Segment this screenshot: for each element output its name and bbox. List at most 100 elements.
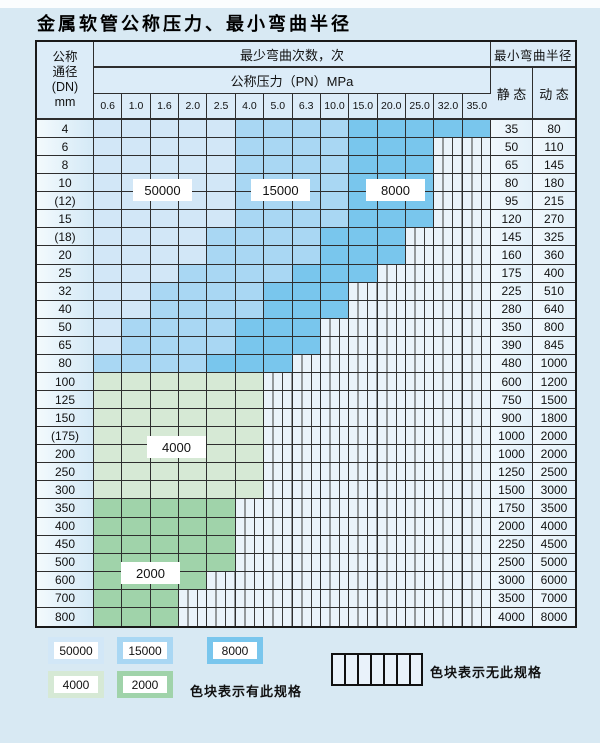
- no-spec-cell: [405, 589, 435, 608]
- no-spec-cell: [264, 391, 293, 410]
- no-spec-cell: [207, 607, 236, 626]
- dn-label: 125: [37, 391, 94, 410]
- no-spec-cell: [207, 589, 236, 608]
- no-spec-cell: [349, 607, 378, 626]
- pressure-tick: 2.0: [179, 94, 208, 120]
- top-strip: [0, 0, 600, 8]
- no-spec-cell: [462, 463, 491, 482]
- dynamic-radius-value: 1000: [533, 354, 575, 373]
- no-spec-cell: [462, 409, 491, 428]
- spec-cell: [179, 535, 208, 554]
- no-spec-cell: [462, 246, 491, 265]
- spec-cell: [179, 210, 208, 229]
- no-spec-cell: [434, 427, 463, 446]
- dn-label: 32: [37, 282, 94, 301]
- spec-cell: [179, 354, 208, 373]
- no-spec-cell: [349, 282, 378, 301]
- spec-cell: [122, 589, 151, 608]
- dynamic-radius-value: 4000: [533, 517, 575, 536]
- no-spec-cell: [405, 354, 435, 373]
- no-spec-cell: [235, 571, 265, 590]
- static-radius-value: 120: [491, 210, 533, 229]
- no-spec-cell: [462, 174, 491, 193]
- static-radius-value: 4000: [491, 607, 533, 626]
- spec-cell: [94, 553, 123, 572]
- spec-cell: [207, 228, 236, 247]
- no-spec-cell: [462, 372, 491, 392]
- dn-label: 300: [37, 481, 94, 500]
- pressure-tick: 1.0: [122, 94, 151, 120]
- no-spec-cell: [434, 282, 463, 301]
- spec-cell: [179, 300, 208, 319]
- spec-cell: [207, 481, 236, 500]
- no-spec-cell: [377, 391, 406, 410]
- spec-cell: [179, 228, 208, 247]
- spec-cell: [150, 300, 180, 319]
- spec-cell: [320, 138, 350, 157]
- no-spec-cell: [235, 499, 265, 518]
- spec-cell: [94, 354, 123, 373]
- spec-cell: [377, 138, 406, 157]
- spec-cell: [150, 409, 180, 428]
- dn-label: (12): [37, 192, 94, 211]
- legend-chip-label: 4000: [54, 676, 98, 693]
- spec-cell: [320, 300, 350, 319]
- spec-cell: [235, 354, 265, 373]
- spec-cell: [235, 228, 265, 247]
- spec-cell: [150, 463, 180, 482]
- no-spec-cell: [264, 571, 293, 590]
- spec-cell: [122, 336, 151, 355]
- spec-cell: [122, 246, 151, 265]
- legend-chip-label: 50000: [54, 642, 98, 659]
- spec-cell: [94, 210, 123, 229]
- spec-cell: [207, 372, 236, 392]
- spec-cell: [377, 246, 406, 265]
- dn-label: 15: [37, 210, 94, 229]
- pressure-tick: 5.0: [264, 94, 293, 120]
- no-spec-cell: [264, 463, 293, 482]
- no-spec-cell: [462, 354, 491, 373]
- dn-label: 6: [37, 138, 94, 157]
- spec-cell: [207, 463, 236, 482]
- no-spec-cell: [320, 463, 350, 482]
- spec-cell: [122, 607, 151, 626]
- no-spec-cell: [320, 535, 350, 554]
- no-spec-cell: [349, 571, 378, 590]
- static-radius-value: 50: [491, 138, 533, 157]
- no-spec-cell: [292, 463, 321, 482]
- no-spec-cell: [462, 138, 491, 157]
- spec-cell: [207, 354, 236, 373]
- spec-cell: [179, 156, 208, 175]
- no-spec-cell: [349, 589, 378, 608]
- spec-cell: [94, 571, 123, 590]
- dn-label: 65: [37, 336, 94, 355]
- no-spec-cell: [235, 589, 265, 608]
- no-spec-cell: [462, 336, 491, 355]
- no-spec-cell: [377, 517, 406, 536]
- no-spec-cell: [462, 499, 491, 518]
- no-spec-cell: [377, 481, 406, 500]
- dn-label: 50: [37, 318, 94, 337]
- no-spec-cell: [377, 499, 406, 518]
- spec-cell: [94, 607, 123, 626]
- spec-cell: [349, 120, 378, 139]
- spec-cell: [292, 318, 321, 337]
- no-spec-cell: [377, 445, 406, 464]
- no-spec-cell: [292, 517, 321, 536]
- dn-label: (175): [37, 427, 94, 446]
- no-spec-cell: [377, 318, 406, 337]
- static-radius-value: 1250: [491, 463, 533, 482]
- spec-cell: [94, 300, 123, 319]
- no-spec-cell: [377, 463, 406, 482]
- spec-cell: [207, 174, 236, 193]
- spec-cell: [349, 228, 378, 247]
- spec-cell: [94, 282, 123, 301]
- dn-label: 450: [37, 535, 94, 554]
- no-spec-cell: [434, 607, 463, 626]
- page-title: 金属软管公称压力、最小弯曲半径: [37, 14, 352, 35]
- spec-cell: [94, 264, 123, 283]
- spec-cell: [207, 427, 236, 446]
- static-radius-value: 95: [491, 192, 533, 211]
- spec-cell: [122, 228, 151, 247]
